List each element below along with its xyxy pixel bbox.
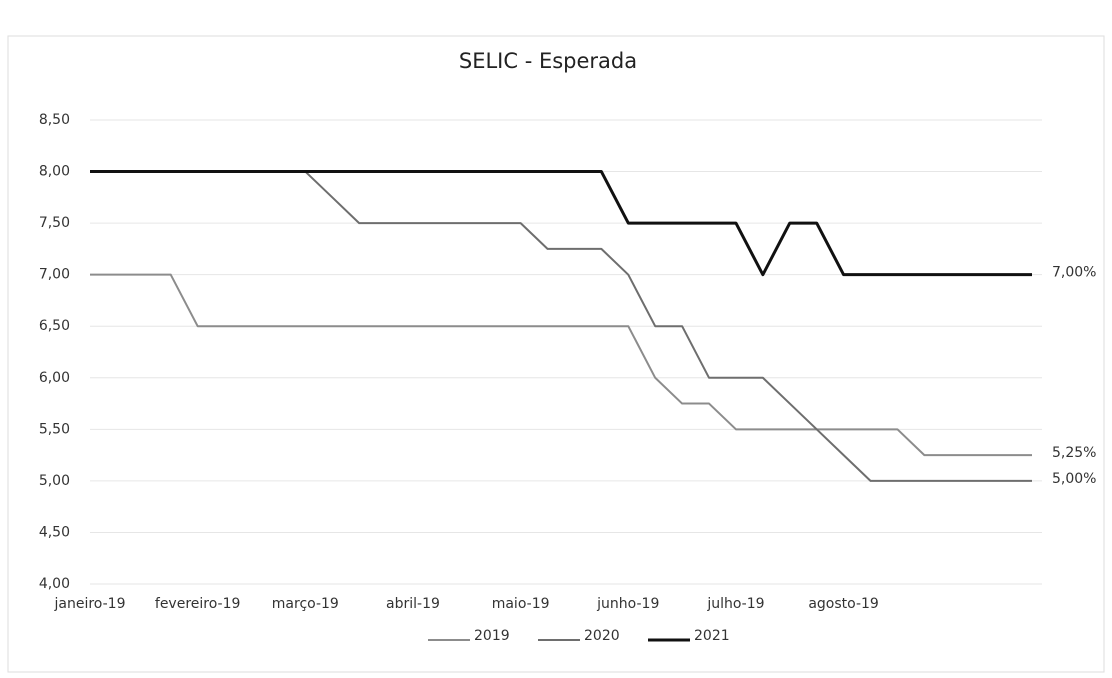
y-tick-label: 4,50 xyxy=(39,524,70,540)
chart-frame xyxy=(7,35,1105,673)
end-label: 5,25% xyxy=(1052,445,1096,461)
legend-label: 2021 xyxy=(694,628,730,644)
chart-title: SELIC - Esperada xyxy=(459,49,637,73)
end-label: 7,00% xyxy=(1052,265,1096,281)
x-tick-label: maio-19 xyxy=(492,596,550,612)
series-line xyxy=(90,273,1032,457)
y-tick-label: 8,50 xyxy=(39,112,70,128)
x-tick-label: janeiro-19 xyxy=(54,596,126,612)
y-tick-label: 8,00 xyxy=(39,164,70,180)
end-label: 5,00% xyxy=(1052,471,1096,487)
x-tick-label: agosto-19 xyxy=(808,596,879,612)
y-tick-label: 5,50 xyxy=(39,421,70,437)
y-tick-label: 4,00 xyxy=(39,576,70,592)
y-tick-label: 7,50 xyxy=(39,215,70,231)
x-tick-label: fevereiro-19 xyxy=(155,596,241,612)
y-tick-label: 5,00 xyxy=(39,473,70,489)
legend-label: 2019 xyxy=(474,628,510,644)
y-tick-label: 7,00 xyxy=(39,267,70,283)
series-line xyxy=(90,170,1032,277)
x-tick-label: abril-19 xyxy=(386,596,440,612)
x-tick-label: julho-19 xyxy=(706,596,764,612)
x-tick-label: junho-19 xyxy=(596,596,659,612)
x-tick-label: março-19 xyxy=(272,596,339,612)
legend-label: 2020 xyxy=(584,628,620,644)
y-tick-label: 6,00 xyxy=(39,370,70,386)
y-tick-label: 6,50 xyxy=(39,318,70,334)
